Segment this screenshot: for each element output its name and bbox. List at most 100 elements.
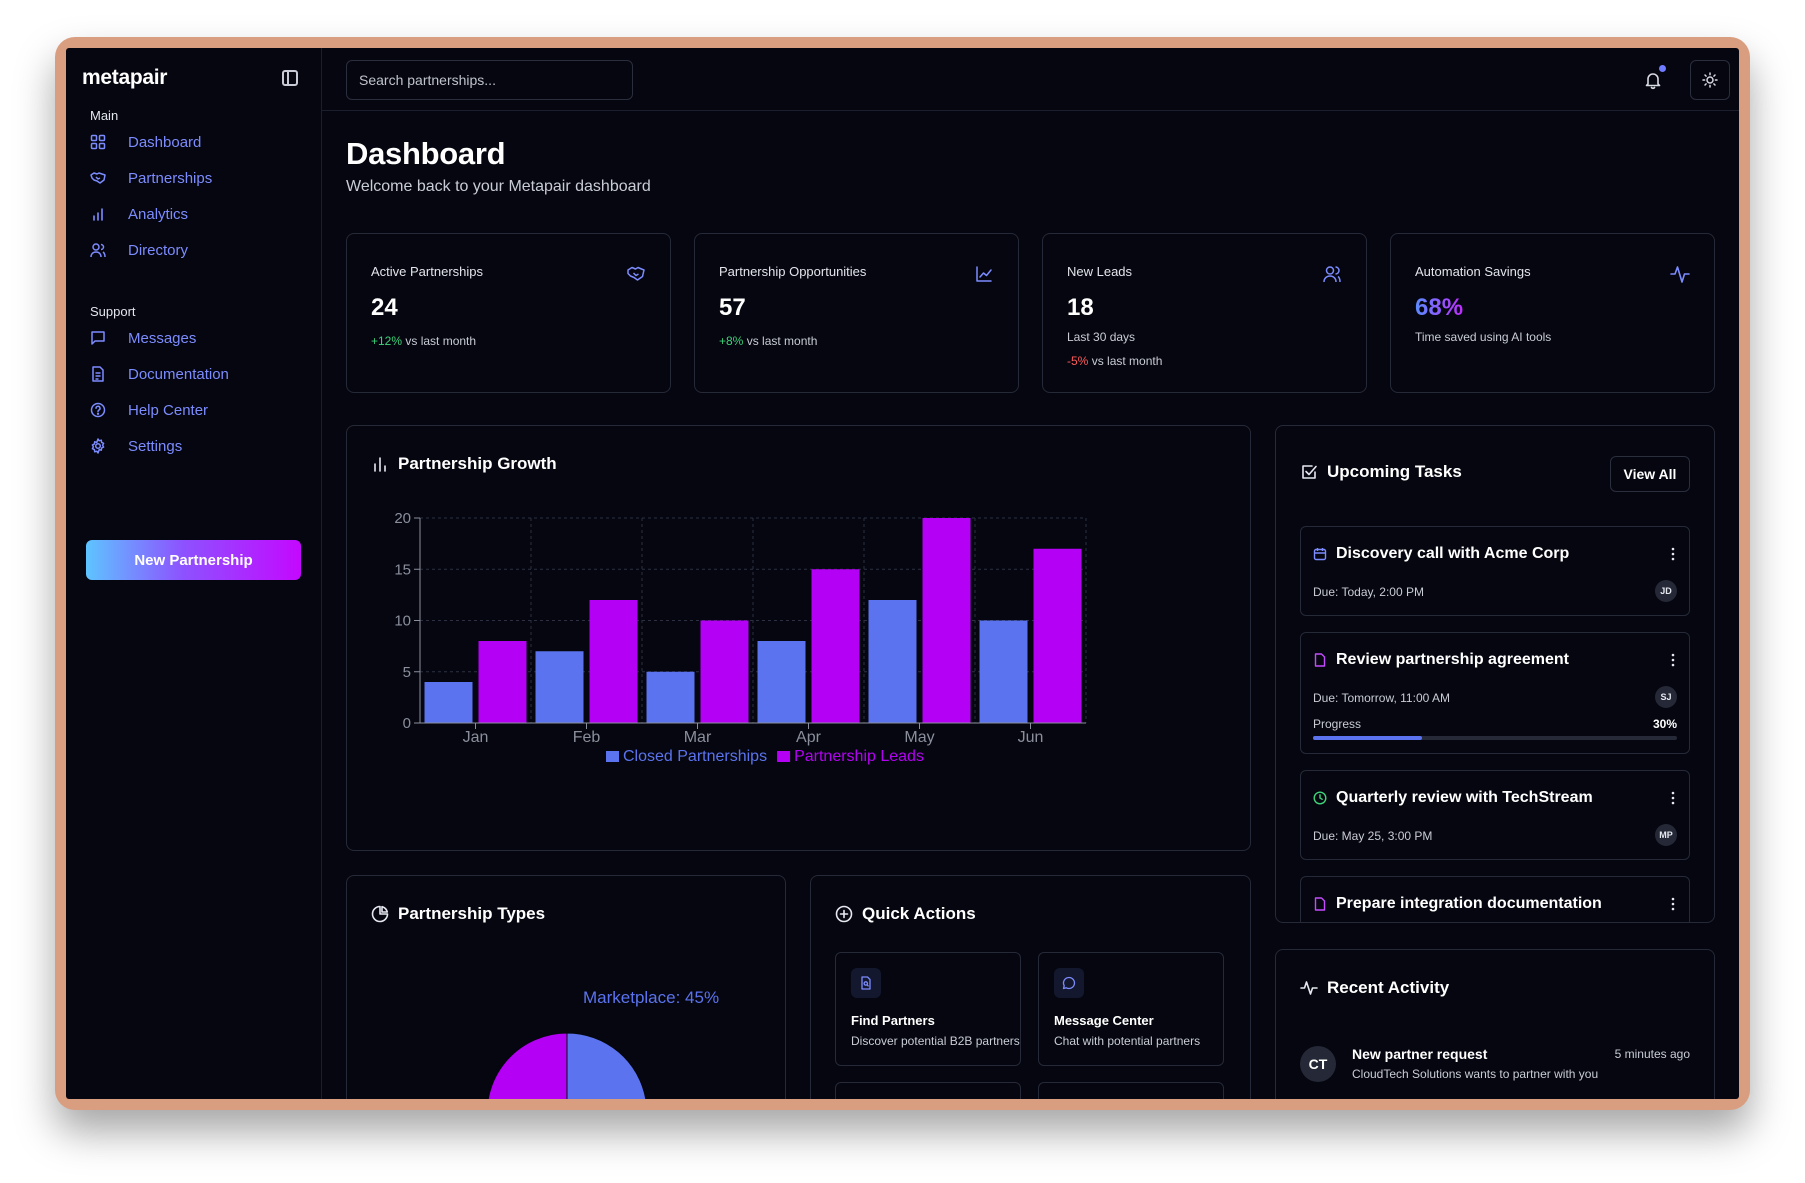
upcoming-tasks-card: Upcoming Tasks View All Discovery call w…	[1275, 425, 1715, 923]
task-due: Due: Today, 2:00 PM	[1313, 585, 1424, 599]
progress-fill	[1313, 736, 1423, 740]
stat-card-opportunities: Partnership Opportunities 57 +8% vs last…	[694, 233, 1019, 393]
quick-action-title: Find Partners	[851, 1013, 935, 1028]
handshake-icon	[626, 264, 646, 284]
change-label: vs last month	[405, 334, 477, 348]
theme-toggle-button[interactable]	[1690, 60, 1730, 100]
change-percent: +8%	[719, 334, 744, 348]
activity-time: 5 minutes ago	[1614, 1047, 1690, 1061]
activity-title[interactable]: New partner request	[1352, 1046, 1488, 1062]
sidebar-section-main: Main	[90, 108, 119, 123]
calendar-icon	[1313, 547, 1327, 561]
more-options-icon[interactable]	[1671, 653, 1675, 667]
x-tick-label: Jan	[463, 729, 489, 746]
partnership-growth-card: Partnership Growth 0 5 10 15 20 Jan Feb Mar Apr M…	[346, 425, 1251, 851]
quick-action-find-partners[interactable]: Find Partners Discover potential B2B par…	[835, 952, 1021, 1066]
quick-actions-card: Quick Actions Find Partners Discover pot…	[810, 875, 1251, 1099]
sidebar-item-directory[interactable]: Directory	[90, 238, 188, 262]
chat-bubble-icon	[1054, 968, 1084, 998]
sidebar-item-label: Messages	[128, 329, 197, 347]
partnership-types-pie-chart: Marketplace: 45%	[487, 988, 719, 1099]
clock-icon	[1313, 791, 1327, 805]
view-all-button[interactable]: View All	[1610, 456, 1690, 492]
task-title-text: Review partnership agreement	[1336, 651, 1569, 668]
activity-icon	[1670, 264, 1690, 284]
task-item[interactable]: Review partnership agreement Due: Tomorr…	[1300, 632, 1690, 754]
search-input[interactable]	[346, 60, 633, 100]
sidebar-item-settings[interactable]: Settings	[90, 434, 182, 458]
quick-action-title: Message Center	[1054, 1013, 1154, 1028]
notification-dot	[1659, 65, 1666, 72]
sidebar-item-dashboard[interactable]: Dashboard	[90, 130, 201, 154]
quick-action-desc: Discover potential B2B partnerships	[851, 1034, 1020, 1048]
y-tick-label: 5	[403, 664, 411, 681]
task-item[interactable]: Quarterly review with TechStream Due: Ma…	[1300, 770, 1690, 860]
y-tick-label: 10	[394, 613, 411, 630]
bar-partnership-leads	[589, 600, 638, 723]
card-title-text: Quick Actions	[862, 904, 976, 923]
pie-chart-icon	[371, 905, 389, 923]
stat-title: Automation Savings	[1415, 264, 1531, 279]
partnership-types-card: Partnership Types Marketplace: 45%	[346, 875, 786, 1099]
sidebar-item-analytics[interactable]: Analytics	[90, 202, 188, 226]
stat-value: 18	[1067, 294, 1094, 321]
quick-action-desc: Chat with potential partners	[1054, 1034, 1201, 1048]
sidebar-item-partnerships[interactable]: Partnerships	[90, 166, 212, 190]
bar-chart-icon	[90, 206, 106, 222]
sidebar-item-documentation[interactable]: Documentation	[90, 362, 229, 386]
quick-action-tile[interactable]	[1038, 1082, 1224, 1099]
y-tick-label: 15	[394, 561, 411, 578]
top-bar: MP	[322, 48, 1739, 111]
quick-action-message-center[interactable]: Message Center Chat with potential partn…	[1038, 952, 1224, 1066]
stat-note: Time saved using AI tools	[1415, 330, 1552, 344]
x-tick-label: May	[904, 729, 934, 746]
bar-closed-partnerships	[535, 651, 584, 723]
task-title: Review partnership agreement	[1313, 651, 1569, 669]
sidebar-item-label: Dashboard	[128, 133, 202, 151]
sidebar-item-messages[interactable]: Messages	[90, 326, 196, 350]
change-percent: +12%	[371, 334, 403, 348]
sidebar-item-label: Directory	[128, 241, 189, 259]
new-partnership-button[interactable]: New Partnership	[86, 540, 301, 580]
more-options-icon[interactable]	[1671, 547, 1675, 561]
more-options-icon[interactable]	[1671, 897, 1675, 911]
card-title: Partnership Growth	[371, 454, 557, 474]
sidebar-item-label: Help Center	[128, 401, 209, 419]
more-options-icon[interactable]	[1671, 791, 1675, 805]
pie-slice	[566, 1032, 647, 1099]
search-file-icon	[851, 968, 881, 998]
file-icon	[1313, 897, 1327, 911]
bar-partnership-leads	[700, 620, 749, 723]
app-window: metapair Main Dashboard Partnerships Ana…	[66, 48, 1739, 1099]
task-item[interactable]: Prepare integration documentation	[1300, 876, 1690, 922]
sidebar-toggle-icon[interactable]	[282, 70, 298, 86]
x-tick-label: Mar	[684, 729, 712, 746]
stat-change: +8% vs last month	[719, 334, 817, 348]
activity-desc: CloudTech Solutions wants to partner wit…	[1352, 1067, 1599, 1081]
sidebar-item-label: Documentation	[128, 365, 229, 383]
legend-swatch	[606, 751, 619, 762]
bar-closed-partnerships	[424, 682, 473, 723]
sidebar-section-support: Support	[90, 304, 136, 319]
stat-card-new-leads: New Leads 18 Last 30 days -5% vs last mo…	[1042, 233, 1367, 393]
quick-action-tile[interactable]	[835, 1082, 1021, 1099]
stat-change: +12% vs last month	[371, 334, 476, 348]
bar-closed-partnerships	[868, 600, 917, 723]
task-title: Prepare integration documentation	[1313, 895, 1602, 913]
stat-value: 24	[371, 294, 398, 321]
change-label: vs last month	[746, 334, 818, 348]
bar-partnership-leads	[811, 569, 860, 723]
stat-title: Active Partnerships	[371, 264, 483, 279]
legend-swatch	[777, 751, 791, 762]
card-title-text: Partnership Growth	[398, 454, 557, 473]
task-item[interactable]: Discovery call with Acme Corp Due: Today…	[1300, 526, 1690, 616]
assignee-avatar: SJ	[1655, 686, 1677, 708]
sidebar-item-help-center[interactable]: Help Center	[90, 398, 208, 422]
activity-avatar: CT	[1300, 1046, 1336, 1082]
document-icon	[90, 366, 106, 382]
x-tick-label: Jun	[1018, 729, 1044, 746]
progress-label: Progress	[1313, 717, 1362, 731]
notifications-button[interactable]	[1643, 65, 1666, 90]
task-title-text: Prepare integration documentation	[1336, 895, 1602, 912]
sidebar-item-label: Partnerships	[128, 169, 213, 187]
